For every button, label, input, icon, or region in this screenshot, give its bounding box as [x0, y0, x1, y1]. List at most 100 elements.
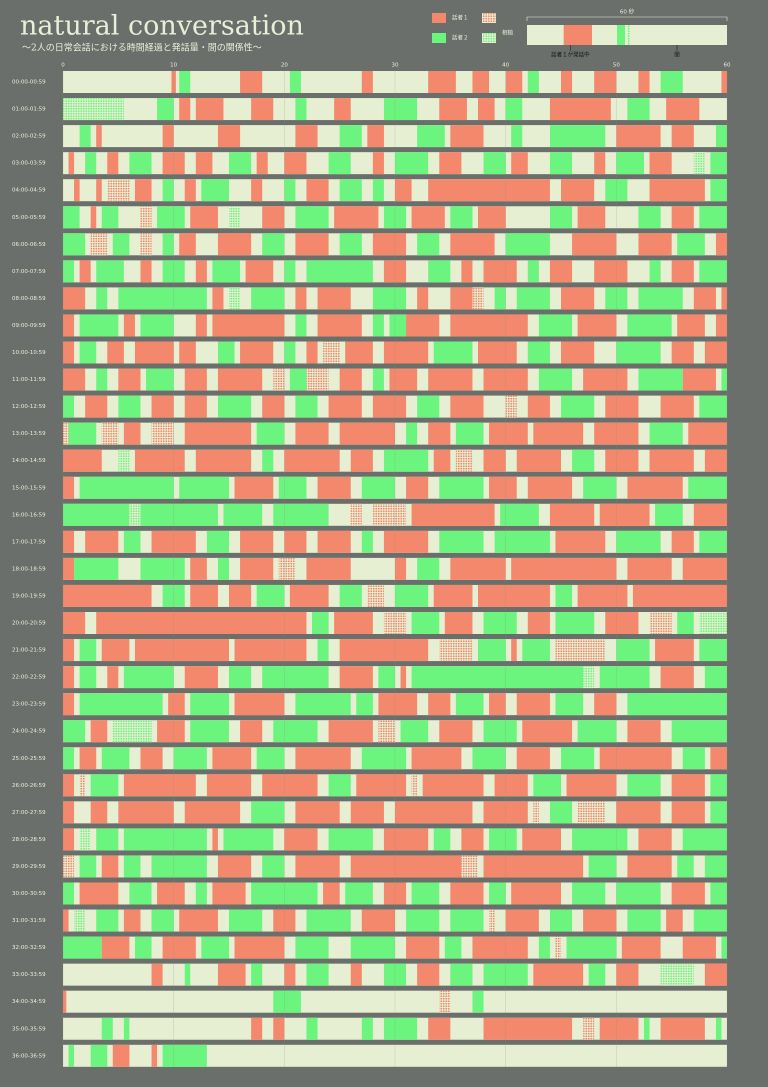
segment [107, 152, 119, 175]
segment [406, 422, 418, 445]
segment [671, 341, 694, 364]
segment [317, 476, 351, 499]
key-annotation: 話者１が発話中 [551, 51, 590, 59]
segment [118, 287, 207, 310]
segment [538, 314, 573, 337]
segment [289, 71, 301, 93]
segment [251, 287, 285, 310]
segment [96, 368, 108, 391]
segment [234, 639, 307, 662]
x-tick-label: 60 [724, 63, 731, 69]
segment [63, 990, 67, 1013]
segment [179, 233, 196, 256]
segment [317, 314, 362, 337]
legend-swatch [482, 33, 496, 43]
segment [273, 720, 318, 743]
segment [206, 530, 229, 553]
segment [627, 693, 727, 716]
segment [450, 882, 484, 905]
segment [140, 557, 185, 580]
segment [334, 98, 351, 121]
segment [157, 206, 185, 229]
segment [715, 314, 727, 337]
segment [372, 179, 384, 202]
segment [112, 720, 152, 743]
segment [212, 747, 252, 770]
segment [63, 260, 75, 283]
segment [489, 476, 517, 499]
segment [450, 233, 495, 256]
segment [63, 801, 75, 824]
segment [229, 584, 252, 607]
segment [162, 233, 174, 256]
segment [372, 314, 384, 337]
segment [577, 584, 628, 607]
segment [284, 828, 318, 851]
row-label: 02:00-02:59 [12, 134, 46, 140]
segment [339, 368, 362, 391]
segment [217, 557, 229, 580]
segment [306, 179, 329, 202]
row-label: 31:00-31:59 [12, 918, 46, 924]
segment [229, 287, 241, 310]
segment [555, 693, 584, 716]
segment [417, 395, 440, 418]
segment [616, 125, 661, 148]
segment [90, 774, 119, 797]
row-label: 00:00-00:59 [12, 80, 46, 86]
segment [223, 503, 263, 526]
segment [151, 909, 174, 932]
segment [406, 909, 440, 932]
segment [549, 98, 611, 121]
segment [511, 125, 523, 148]
segment [90, 720, 108, 743]
segment [151, 422, 174, 445]
segment [251, 1017, 263, 1040]
segment [151, 855, 207, 878]
segment [671, 720, 727, 743]
segment [107, 341, 124, 364]
segment [361, 747, 407, 770]
segment [251, 179, 263, 202]
segment [90, 233, 108, 256]
segment [68, 422, 97, 445]
segment [461, 855, 478, 878]
segment [240, 720, 263, 743]
segment [677, 855, 694, 878]
segment [295, 287, 307, 310]
segment [63, 341, 75, 364]
segment [561, 71, 573, 93]
segment [251, 801, 285, 824]
key-segment [627, 25, 631, 45]
segment [549, 801, 573, 824]
segment [666, 98, 700, 121]
segment [334, 206, 379, 229]
segment [101, 639, 130, 662]
segment [179, 341, 196, 364]
x-tick-label: 0 [61, 63, 65, 69]
segment [262, 666, 329, 689]
segment [555, 639, 606, 662]
segment [361, 1017, 373, 1040]
segment [428, 422, 451, 445]
segment [284, 449, 340, 472]
segment [439, 639, 473, 662]
segment [439, 476, 484, 499]
segment [649, 152, 672, 175]
segment [74, 557, 119, 580]
segment [107, 666, 119, 689]
segment [489, 422, 528, 445]
segment [671, 260, 694, 283]
segment [96, 125, 102, 148]
segment [273, 1017, 285, 1040]
segment [638, 71, 650, 93]
segment [134, 639, 229, 662]
segment [63, 530, 75, 553]
row-label: 22:00-22:59 [12, 675, 46, 681]
segment [472, 71, 490, 93]
segment [527, 71, 539, 93]
segment [644, 1017, 650, 1040]
segment [134, 179, 152, 202]
segment [90, 1044, 108, 1067]
segment [655, 503, 683, 526]
